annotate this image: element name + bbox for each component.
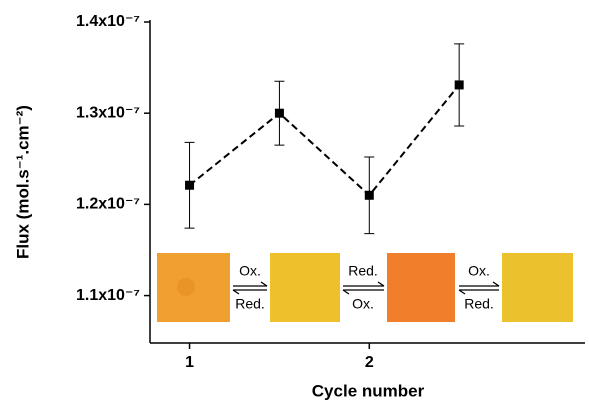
marker <box>364 190 374 200</box>
annotation: Red. <box>464 296 494 312</box>
x-tick-label: 2 <box>365 354 374 371</box>
x-axis-title: Cycle number <box>312 381 425 400</box>
y-tick-label: 1.4x10⁻⁷ <box>76 13 140 30</box>
y-axis-title: Flux (mol.s⁻¹.cm⁻²) <box>13 105 32 259</box>
annotation: Ox. <box>352 296 374 312</box>
inset-arrows <box>232 281 500 295</box>
inset-photo <box>270 253 340 322</box>
annotation: Red. <box>235 296 265 312</box>
annotation: Ox. <box>468 263 490 279</box>
annotation: Red. <box>348 263 378 279</box>
marker <box>274 108 284 118</box>
marker <box>185 180 195 190</box>
inset-photo <box>387 253 455 322</box>
data-line <box>188 84 460 197</box>
x-tick-label: 1 <box>185 354 194 371</box>
inset-photo <box>502 253 573 322</box>
y-tick-label: 1.2x10⁻⁷ <box>76 196 140 213</box>
y-tick-label: 1.1x10⁻⁷ <box>76 287 140 304</box>
annotation: Ox. <box>239 263 261 279</box>
marker <box>454 80 464 90</box>
y-tick-label: 1.3x10⁻⁷ <box>76 104 140 121</box>
inset-spot <box>177 278 195 296</box>
